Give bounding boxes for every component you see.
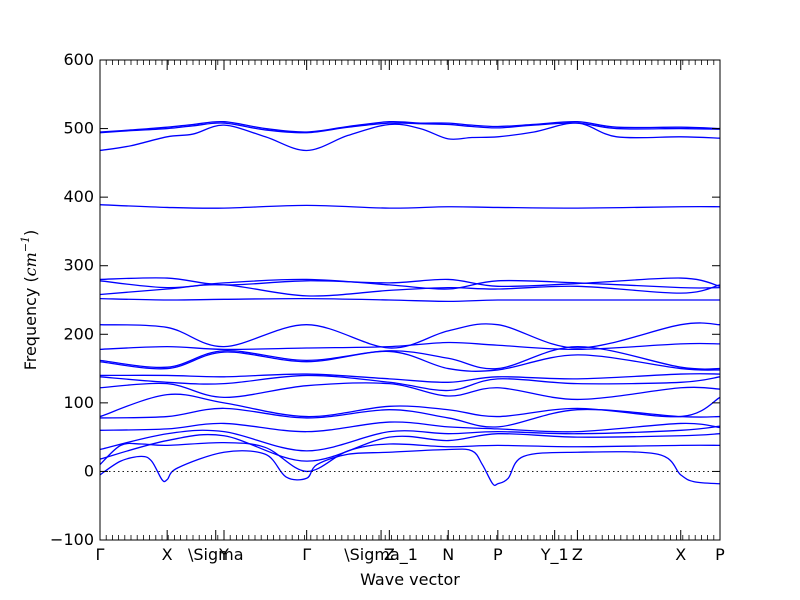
band-line xyxy=(99,393,721,418)
high-symmetry-label: X xyxy=(162,545,173,564)
y-tick-label: −100 xyxy=(50,530,94,549)
band-line xyxy=(99,284,721,297)
y-tick-label: 100 xyxy=(63,393,94,412)
band-line xyxy=(99,341,721,351)
band-line xyxy=(99,448,721,487)
high-symmetry-label: P xyxy=(493,545,503,564)
band-lines xyxy=(99,120,721,487)
band-line xyxy=(99,425,721,452)
high-symmetry-label: Y_1 xyxy=(540,545,569,565)
band-line xyxy=(99,382,721,401)
y-axis-label: Frequency (cm−1) xyxy=(19,230,40,371)
band-line xyxy=(99,322,721,349)
band-line xyxy=(99,373,721,383)
band-line xyxy=(99,345,721,370)
high-symmetry-label: P xyxy=(715,545,725,564)
band-line xyxy=(99,122,721,152)
band-line xyxy=(99,277,721,288)
band-line xyxy=(99,120,721,133)
y-tick-label: 0 xyxy=(84,461,94,480)
high-symmetry-label: X xyxy=(675,545,686,564)
high-symmetry-label: Γ xyxy=(302,545,311,564)
y-tick-label: 600 xyxy=(63,50,94,69)
band-line xyxy=(99,407,721,428)
band-line xyxy=(99,122,721,134)
high-symmetry-label: Z xyxy=(384,545,395,564)
band-line xyxy=(99,297,720,303)
band-line xyxy=(99,374,721,392)
y-tick-label: 400 xyxy=(63,187,94,206)
y-tick-label: 300 xyxy=(63,256,94,275)
band-line xyxy=(99,350,721,372)
y-tick-label: 500 xyxy=(63,119,94,138)
x-axis-ticks xyxy=(99,60,721,540)
y-axis-ticks: −100 0 100 200 300 400 500 600 xyxy=(50,50,720,549)
high-symmetry-label: \Sigma xyxy=(188,545,244,564)
x-axis-label: Wave vector xyxy=(360,570,460,589)
band-line xyxy=(99,433,721,462)
y-tick-label: 200 xyxy=(63,324,94,343)
band-line xyxy=(99,441,721,473)
high-symmetry-label: Z xyxy=(572,545,583,564)
band-line xyxy=(99,421,721,433)
band-line xyxy=(99,204,721,209)
high-symmetry-label: \Sigma_1 xyxy=(344,545,418,565)
high-symmetry-label: N xyxy=(442,545,454,564)
high-symmetry-label: Y xyxy=(218,545,229,564)
high-symmetry-label: Γ xyxy=(96,545,105,564)
